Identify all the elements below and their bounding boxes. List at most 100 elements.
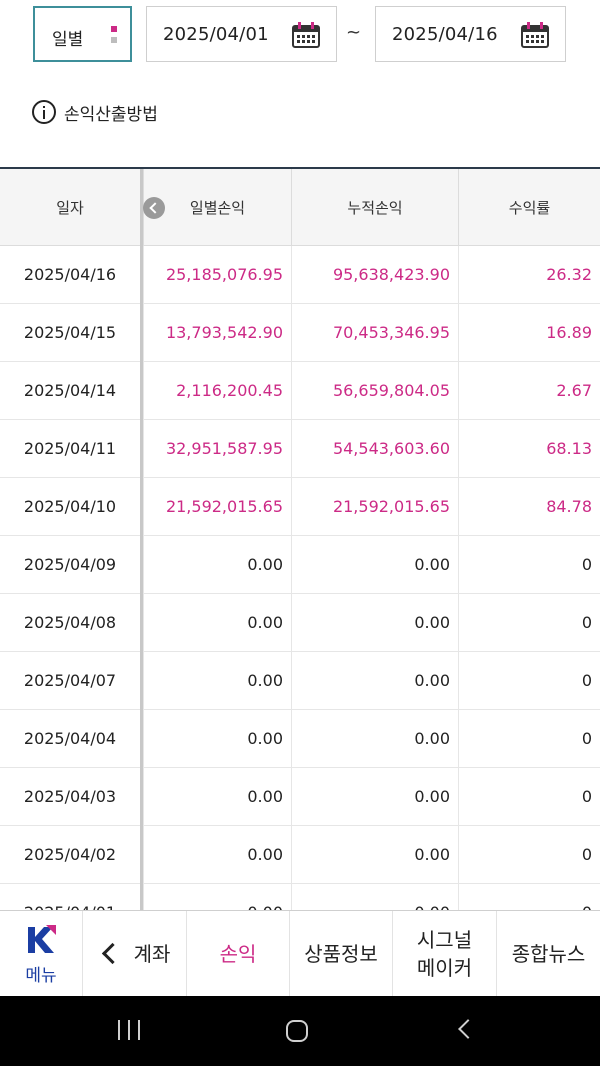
start-date-field[interactable]: 2025/04/01 bbox=[146, 6, 337, 62]
menu-button[interactable]: 메뉴 bbox=[0, 911, 82, 996]
calendar-icon[interactable] bbox=[521, 22, 549, 48]
row-date: 2025/04/11 bbox=[23, 439, 117, 458]
row-cumulative-profit: 54,543,603.60 bbox=[291, 420, 458, 477]
table-row[interactable]: 2025/04/04 0.00 0.00 0 bbox=[0, 710, 600, 768]
recent-apps-icon[interactable] bbox=[118, 1020, 142, 1040]
table-row[interactable]: 2025/04/16 25,185,076.95 95,638,423.90 26.3… bbox=[0, 246, 600, 304]
table-row[interactable]: 2025/04/14 2,116,200.45 56,659,804.05 2.67 bbox=[0, 362, 600, 420]
end-date-field[interactable]: 2025/04/16 bbox=[375, 6, 566, 62]
table-row[interactable]: 2025/04/11 32,951,587.95 54,543,603.60 68.1… bbox=[0, 420, 600, 478]
row-daily-profit: 0.00 bbox=[143, 594, 291, 651]
row-date: 2025/04/03 bbox=[23, 787, 117, 806]
k-logo-icon bbox=[28, 925, 56, 953]
row-cumulative-profit: 0.00 bbox=[291, 826, 458, 883]
row-date: 2025/04/07 bbox=[23, 671, 117, 690]
row-cumulative-profit: 21,592,015.65 bbox=[291, 478, 458, 535]
row-daily-profit: 21,592,015.65 bbox=[143, 478, 291, 535]
period-select-value: 일별 bbox=[52, 30, 84, 50]
chevron-left-icon bbox=[101, 942, 123, 965]
row-cumulative-profit: 0.00 bbox=[291, 594, 458, 651]
info-icon bbox=[32, 100, 56, 124]
table-top-border bbox=[0, 167, 600, 169]
bottom-nav: 메뉴 계좌 손익 상품정보 시그널 메이커 종합뉴스 bbox=[0, 910, 600, 996]
date-separator: ~ bbox=[346, 22, 362, 43]
period-select[interactable]: 일별 bbox=[33, 6, 132, 62]
tab-news-label: 종합뉴스 bbox=[511, 941, 586, 966]
menu-label: 메뉴 bbox=[25, 966, 57, 986]
row-return-rate: 0 bbox=[458, 826, 600, 883]
tab-product-info-label: 상품정보 bbox=[304, 941, 378, 966]
row-cumulative-profit: 0.00 bbox=[291, 884, 458, 910]
back-to-account-button[interactable]: 계좌 bbox=[82, 911, 186, 996]
row-date: 2025/04/02 bbox=[23, 845, 117, 864]
table-row[interactable]: 2025/04/02 0.00 0.00 0 bbox=[0, 826, 600, 884]
table-row[interactable]: 2025/04/07 0.00 0.00 0 bbox=[0, 652, 600, 710]
filter-bar: 일별 2025/04/01 ~ 2025/04/16 bbox=[0, 0, 600, 70]
row-date: 2025/04/09 bbox=[23, 555, 117, 574]
row-cumulative-profit: 0.00 bbox=[291, 652, 458, 709]
tab-signal-maker[interactable]: 시그널 메이커 bbox=[392, 911, 496, 996]
row-daily-profit: 0.00 bbox=[143, 884, 291, 910]
row-return-rate: 0 bbox=[458, 652, 600, 709]
row-daily-profit: 0.00 bbox=[143, 710, 291, 767]
row-return-rate: 2.67 bbox=[458, 362, 600, 419]
calendar-icon[interactable] bbox=[292, 22, 320, 48]
start-date-value: 2025/04/01 bbox=[163, 24, 269, 45]
table-row[interactable]: 2025/04/010.000.000 bbox=[0, 884, 600, 910]
row-date: 2025/04/04 bbox=[23, 729, 117, 748]
back-icon[interactable] bbox=[458, 1019, 478, 1039]
row-return-rate: 0 bbox=[458, 536, 600, 593]
back-label: 계좌 bbox=[133, 941, 171, 966]
select-arrows-icon bbox=[111, 26, 119, 48]
row-date: 2025/04/15 bbox=[23, 323, 117, 342]
row-daily-profit: 13,793,542.90 bbox=[143, 304, 291, 361]
row-cumulative-profit: 0.00 bbox=[291, 536, 458, 593]
row-return-rate: 84.78 bbox=[458, 478, 600, 535]
header-cumulative-profit: 누적손익 bbox=[291, 169, 458, 245]
row-return-rate: 16.89 bbox=[458, 304, 600, 361]
row-return-rate: 0 bbox=[458, 768, 600, 825]
tab-signal-maker-label: 시그널 메이커 bbox=[416, 927, 473, 980]
row-daily-profit: 0.00 bbox=[143, 768, 291, 825]
row-cumulative-profit: 0.00 bbox=[291, 768, 458, 825]
row-date: 2025/04/16 bbox=[23, 265, 117, 284]
table-row[interactable]: 2025/04/03 0.00 0.00 0 bbox=[0, 768, 600, 826]
table-header: 일자 일별손익 누적손익 수익률 bbox=[0, 169, 600, 246]
header-date: 일자 bbox=[56, 198, 84, 217]
row-return-rate: 26.32 bbox=[458, 246, 600, 303]
row-cumulative-profit: 56,659,804.05 bbox=[291, 362, 458, 419]
row-date: 2025/04/10 bbox=[23, 497, 117, 516]
profit-method-link[interactable]: 손익산출방법 bbox=[32, 97, 158, 127]
table-body[interactable]: 2025/04/16 25,185,076.95 95,638,423.90 26.3… bbox=[0, 246, 600, 910]
row-daily-profit: 0.00 bbox=[143, 652, 291, 709]
table-row[interactable]: 2025/04/10 21,592,015.65 21,592,015.65 84.7… bbox=[0, 478, 600, 536]
tab-profit[interactable]: 손익 bbox=[186, 911, 289, 996]
profit-method-label: 손익산출방법 bbox=[64, 104, 158, 125]
tab-news[interactable]: 종합뉴스 bbox=[496, 911, 600, 996]
end-date-value: 2025/04/16 bbox=[392, 24, 498, 45]
row-return-rate: 0 bbox=[458, 594, 600, 651]
row-cumulative-profit: 70,453,346.95 bbox=[291, 304, 458, 361]
table-row[interactable]: 2025/04/08 0.00 0.00 0 bbox=[0, 594, 600, 652]
row-return-rate: 0 bbox=[458, 710, 600, 767]
header-return-rate: 수익률 bbox=[458, 169, 600, 245]
system-nav-bar bbox=[0, 996, 600, 1066]
row-date: 2025/04/14 bbox=[23, 381, 117, 400]
row-date: 2025/04/08 bbox=[23, 613, 117, 632]
table-row[interactable]: 2025/04/15 13,793,542.90 70,453,346.95 16.8… bbox=[0, 304, 600, 362]
tab-profit-label: 손익 bbox=[219, 941, 257, 966]
row-daily-profit: 0.00 bbox=[143, 826, 291, 883]
home-icon[interactable] bbox=[286, 1020, 308, 1042]
row-daily-profit: 32,951,587.95 bbox=[143, 420, 291, 477]
row-cumulative-profit: 0.00 bbox=[291, 710, 458, 767]
row-return-rate: 68.13 bbox=[458, 420, 600, 477]
row-return-rate: 0 bbox=[458, 884, 600, 910]
row-cumulative-profit: 95,638,423.90 bbox=[291, 246, 458, 303]
row-date: 2025/04/01 bbox=[0, 884, 140, 910]
header-daily-profit: 일별손익 bbox=[143, 169, 291, 245]
frozen-column-divider bbox=[140, 169, 143, 910]
row-daily-profit: 25,185,076.95 bbox=[143, 246, 291, 303]
scroll-left-icon[interactable] bbox=[143, 197, 165, 219]
tab-product-info[interactable]: 상품정보 bbox=[289, 911, 392, 996]
table-row[interactable]: 2025/04/09 0.00 0.00 0 bbox=[0, 536, 600, 594]
